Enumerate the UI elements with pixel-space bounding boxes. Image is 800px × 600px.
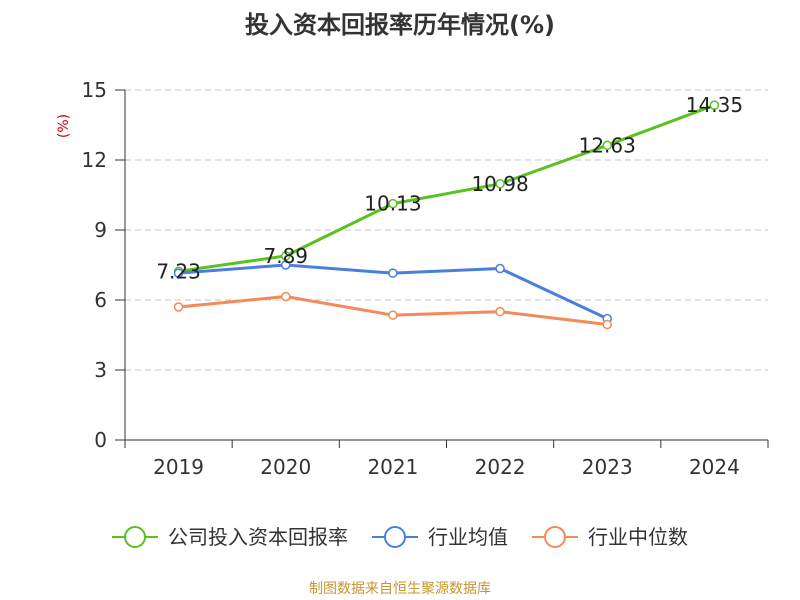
y-tick-label: 15 xyxy=(82,78,107,102)
data-label: 14.35 xyxy=(686,93,743,117)
axes: 0 3 6 9 12 15 2019 2020 2021 2022 2023 2024 xyxy=(82,78,769,479)
legend-label: 公司投入资本回报率 xyxy=(168,525,348,549)
y-tick-label: 9 xyxy=(94,218,107,242)
source-note: 制图数据来自恒生聚源数据库 xyxy=(309,581,491,597)
data-point xyxy=(495,306,505,317)
data-label: 10.98 xyxy=(471,172,528,196)
legend-marker-icon xyxy=(544,526,566,548)
data-label: 10.13 xyxy=(364,192,421,216)
data-point xyxy=(281,291,291,302)
data-point xyxy=(495,179,505,189)
series-lines xyxy=(173,100,720,330)
legend-marker-icon xyxy=(384,526,406,548)
data-point xyxy=(281,260,291,270)
data-label: 7.89 xyxy=(263,244,308,268)
legend-label: 行业均值 xyxy=(428,525,508,549)
data-point xyxy=(602,140,612,151)
data-point xyxy=(173,268,184,278)
data-label: 12.63 xyxy=(579,133,636,157)
legend-label: 行业中位数 xyxy=(588,525,688,549)
y-tick-label: 3 xyxy=(94,358,107,382)
y-tick-label: 6 xyxy=(94,288,107,312)
data-labels: 7.23 7.89 10.13 10.98 12.63 14.35 xyxy=(156,93,743,283)
grid-lines xyxy=(125,89,768,371)
data-point xyxy=(602,319,612,330)
data-point xyxy=(709,100,720,110)
data-point xyxy=(388,310,398,320)
x-tick-label: 2019 xyxy=(153,455,204,479)
data-point xyxy=(281,251,291,261)
y-tick-label: 12 xyxy=(82,148,107,172)
x-tick-label: 2024 xyxy=(689,455,740,479)
data-point xyxy=(495,263,505,274)
data-label: 7.23 xyxy=(156,259,201,283)
x-tick-label: 2023 xyxy=(582,455,633,479)
data-point xyxy=(388,198,398,209)
y-tick-label: 0 xyxy=(94,428,107,452)
x-tick-label: 2020 xyxy=(260,455,311,479)
data-point xyxy=(388,268,398,278)
x-tick-label: 2022 xyxy=(475,455,526,479)
legend-marker-icon xyxy=(124,526,146,548)
x-tick-label: 2021 xyxy=(367,455,418,479)
legend: 公司投入资本回报率 行业均值 行业中位数 xyxy=(112,525,688,549)
y-axis-unit: (%) xyxy=(56,114,72,138)
data-point xyxy=(173,302,184,312)
series-line xyxy=(178,103,715,273)
chart-title: 投入资本回报率历年情况(%) xyxy=(245,11,555,39)
